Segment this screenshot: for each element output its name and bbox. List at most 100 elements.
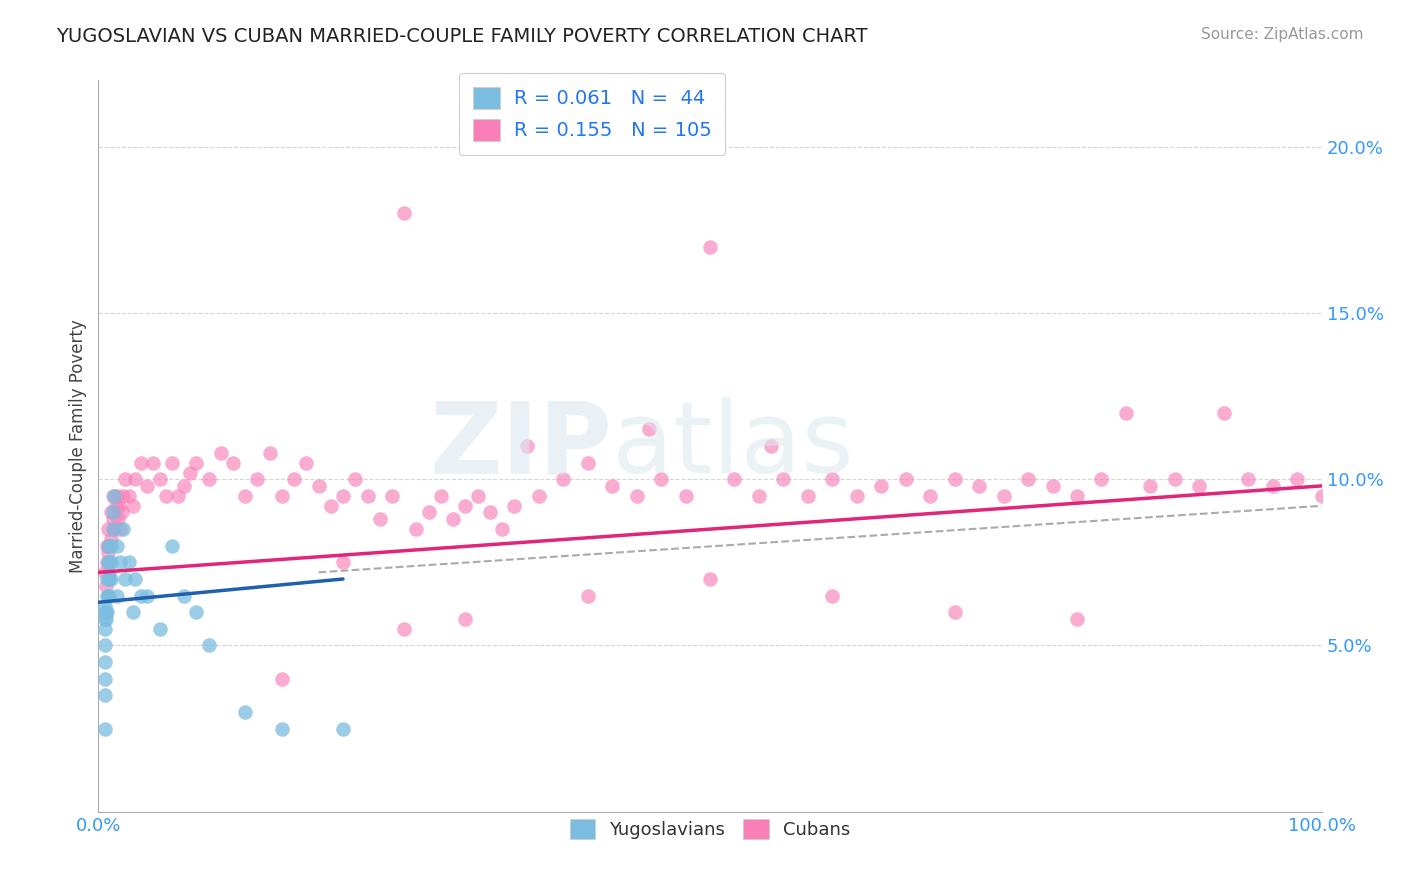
Point <box>96 555 118 569</box>
Point <box>96 605 118 619</box>
Point <box>97 522 120 536</box>
Point <box>491 522 513 536</box>
Point <box>94 605 117 619</box>
Point <box>332 489 354 503</box>
Point <box>381 489 404 503</box>
Point <box>222 456 245 470</box>
Point <box>467 489 489 503</box>
Point <box>368 512 391 526</box>
Point <box>344 472 367 486</box>
Point <box>101 489 124 503</box>
Text: atlas: atlas <box>612 398 853 494</box>
Point <box>576 589 599 603</box>
Point <box>105 489 128 503</box>
Point <box>1286 472 1309 486</box>
Point <box>179 466 201 480</box>
Point <box>103 522 125 536</box>
Point <box>111 506 134 520</box>
Point <box>821 589 844 603</box>
Point <box>100 539 122 553</box>
Point <box>100 572 122 586</box>
Text: ZIP: ZIP <box>429 398 612 494</box>
Point <box>356 489 378 503</box>
Point <box>124 472 146 486</box>
Point <box>1188 479 1211 493</box>
Point <box>418 506 440 520</box>
Point <box>270 722 294 736</box>
Point <box>93 599 115 613</box>
Point <box>821 472 844 486</box>
Point <box>637 422 661 436</box>
Point <box>97 539 120 553</box>
Point <box>94 612 117 626</box>
Point <box>118 489 141 503</box>
Y-axis label: Married-Couple Family Poverty: Married-Couple Family Poverty <box>69 319 87 573</box>
Point <box>392 206 416 220</box>
Point <box>772 472 794 486</box>
Point <box>101 512 124 526</box>
Point <box>96 539 118 553</box>
Point <box>319 499 342 513</box>
Point <box>121 605 143 619</box>
Point <box>93 655 115 669</box>
Point <box>108 499 131 513</box>
Point <box>441 512 464 526</box>
Point <box>430 489 453 503</box>
Point <box>110 555 132 569</box>
Point <box>197 639 219 653</box>
Point <box>93 622 115 636</box>
Point <box>1066 489 1088 503</box>
Point <box>136 589 159 603</box>
Point <box>100 532 122 546</box>
Point <box>454 612 477 626</box>
Point <box>167 489 190 503</box>
Point <box>1310 489 1333 503</box>
Point <box>103 489 125 503</box>
Point <box>797 489 820 503</box>
Point <box>105 589 128 603</box>
Point <box>105 539 128 553</box>
Point <box>129 456 152 470</box>
Point <box>723 472 745 486</box>
Point <box>1090 472 1112 486</box>
Point <box>920 489 942 503</box>
Point <box>246 472 269 486</box>
Point <box>761 439 783 453</box>
Point <box>295 456 318 470</box>
Point <box>173 589 195 603</box>
Point <box>94 579 117 593</box>
Point <box>93 722 115 736</box>
Point <box>149 622 172 636</box>
Point <box>967 479 990 493</box>
Point <box>98 572 121 586</box>
Point <box>308 479 330 493</box>
Point <box>503 499 526 513</box>
Point <box>101 522 124 536</box>
Point <box>98 566 121 580</box>
Point <box>100 555 122 569</box>
Point <box>332 555 354 569</box>
Point <box>186 605 208 619</box>
Point <box>197 472 219 486</box>
Point <box>270 672 294 686</box>
Point <box>1237 472 1260 486</box>
Text: YUGOSLAVIAN VS CUBAN MARRIED-COUPLE FAMILY POVERTY CORRELATION CHART: YUGOSLAVIAN VS CUBAN MARRIED-COUPLE FAMI… <box>56 27 868 45</box>
Point <box>98 589 121 603</box>
Point <box>454 499 477 513</box>
Text: Source: ZipAtlas.com: Source: ZipAtlas.com <box>1201 27 1364 42</box>
Point <box>96 572 118 586</box>
Point <box>173 479 195 493</box>
Point <box>870 479 893 493</box>
Point <box>96 589 118 603</box>
Point <box>160 539 183 553</box>
Point <box>209 445 232 459</box>
Point <box>993 489 1015 503</box>
Point <box>1212 406 1234 420</box>
Point <box>186 456 208 470</box>
Point <box>600 479 623 493</box>
Point <box>1115 406 1137 420</box>
Point <box>124 572 146 586</box>
Point <box>98 539 121 553</box>
Point <box>93 566 115 580</box>
Point <box>405 522 427 536</box>
